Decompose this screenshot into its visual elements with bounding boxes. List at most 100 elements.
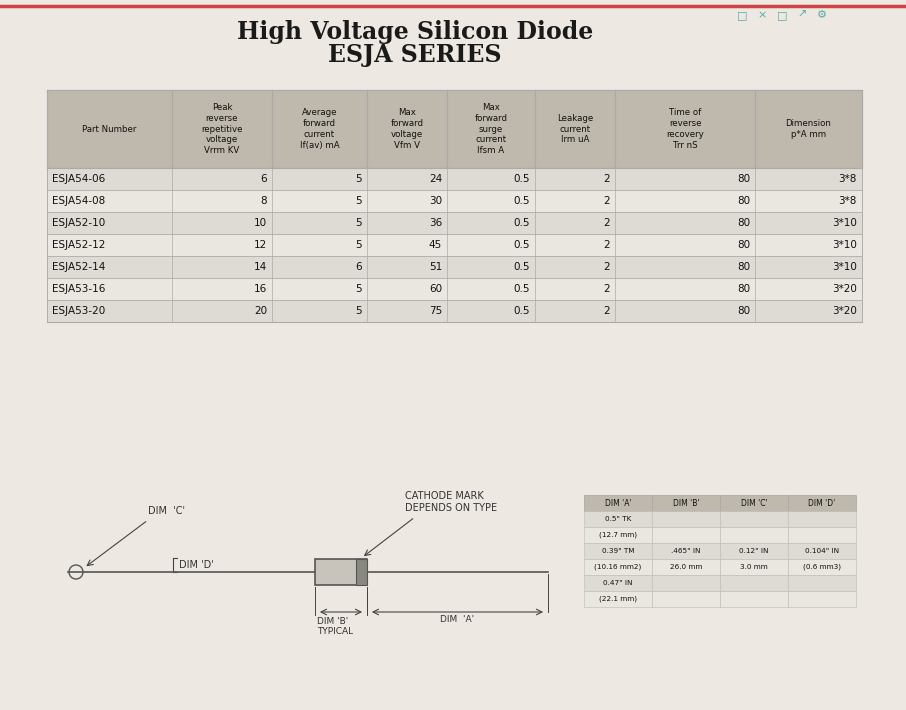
- Bar: [47, 256, 862, 278]
- Text: 60: 60: [429, 284, 442, 294]
- Text: 80: 80: [737, 284, 750, 294]
- Text: ESJA52-12: ESJA52-12: [52, 240, 105, 250]
- Text: ESJA53-16: ESJA53-16: [52, 284, 105, 294]
- Text: CATHODE MARK
DEPENDS ON TYPE: CATHODE MARK DEPENDS ON TYPE: [405, 491, 497, 513]
- Bar: [652, 527, 720, 543]
- Text: (12.7 mm): (12.7 mm): [599, 532, 637, 538]
- Text: (22.1 mm): (22.1 mm): [599, 596, 637, 602]
- Bar: [720, 591, 788, 607]
- Text: 26.0 mm: 26.0 mm: [670, 564, 702, 570]
- Bar: [720, 495, 788, 511]
- Text: 10: 10: [254, 218, 267, 228]
- Bar: [720, 543, 788, 559]
- Text: 12: 12: [254, 240, 267, 250]
- Bar: [584, 559, 652, 575]
- Bar: [788, 591, 856, 607]
- Text: 0.5: 0.5: [514, 306, 530, 316]
- Text: 5: 5: [355, 284, 362, 294]
- Text: 2: 2: [603, 284, 610, 294]
- Text: 3*10: 3*10: [832, 218, 857, 228]
- Text: 5: 5: [355, 218, 362, 228]
- Text: 0.12" IN: 0.12" IN: [739, 548, 769, 554]
- Bar: [47, 300, 862, 322]
- Text: 14: 14: [254, 262, 267, 272]
- Text: 0.5: 0.5: [514, 240, 530, 250]
- Text: ESJA54-06: ESJA54-06: [52, 174, 105, 184]
- Text: 24: 24: [429, 174, 442, 184]
- Text: 0.5: 0.5: [514, 284, 530, 294]
- Text: 5: 5: [355, 240, 362, 250]
- Text: 2: 2: [603, 262, 610, 272]
- Text: 5: 5: [355, 306, 362, 316]
- Text: Part Number: Part Number: [82, 124, 137, 133]
- Text: 0.47" IN: 0.47" IN: [603, 580, 632, 586]
- Bar: [788, 559, 856, 575]
- Bar: [47, 168, 862, 190]
- Bar: [584, 527, 652, 543]
- Text: 2: 2: [603, 240, 610, 250]
- Text: 0.5: 0.5: [514, 196, 530, 206]
- Text: 3*10: 3*10: [832, 262, 857, 272]
- Text: (0.6 mm3): (0.6 mm3): [803, 564, 841, 570]
- Bar: [720, 511, 788, 527]
- Text: 0.5: 0.5: [514, 218, 530, 228]
- Text: DIM  'A': DIM 'A': [440, 615, 475, 624]
- Bar: [584, 575, 652, 591]
- Text: 2: 2: [603, 218, 610, 228]
- Text: Average
forward
current
If(av) mA: Average forward current If(av) mA: [300, 109, 340, 150]
- Text: 36: 36: [429, 218, 442, 228]
- Bar: [652, 575, 720, 591]
- Bar: [652, 543, 720, 559]
- Text: DIM 'C': DIM 'C': [741, 498, 767, 508]
- Text: 45: 45: [429, 240, 442, 250]
- Text: 80: 80: [737, 262, 750, 272]
- Text: High Voltage Silicon Diode: High Voltage Silicon Diode: [236, 20, 593, 44]
- Text: Max
forward
surge
current
Ifsm A: Max forward surge current Ifsm A: [475, 103, 507, 155]
- Bar: [788, 495, 856, 511]
- Text: Max
forward
voltage
Vfm V: Max forward voltage Vfm V: [390, 109, 423, 150]
- Text: 8: 8: [260, 196, 267, 206]
- Text: 0.5" TK: 0.5" TK: [605, 516, 631, 522]
- Text: 80: 80: [737, 196, 750, 206]
- Text: 80: 80: [737, 218, 750, 228]
- Bar: [47, 212, 862, 234]
- Bar: [720, 527, 788, 543]
- Text: 0.5: 0.5: [514, 174, 530, 184]
- Text: 75: 75: [429, 306, 442, 316]
- Bar: [788, 543, 856, 559]
- Bar: [47, 190, 862, 212]
- Text: 2: 2: [603, 196, 610, 206]
- Text: 30: 30: [429, 196, 442, 206]
- Text: DIM 'D': DIM 'D': [179, 560, 214, 570]
- Text: ESJA52-14: ESJA52-14: [52, 262, 105, 272]
- Bar: [356, 559, 367, 585]
- Text: Dimension
p*A mm: Dimension p*A mm: [786, 119, 832, 139]
- Text: 20: 20: [254, 306, 267, 316]
- Text: 0.5: 0.5: [514, 262, 530, 272]
- Bar: [788, 511, 856, 527]
- Text: DIM 'A': DIM 'A': [604, 498, 631, 508]
- Bar: [652, 591, 720, 607]
- Text: DIM 'B': DIM 'B': [673, 498, 699, 508]
- Text: 6: 6: [260, 174, 267, 184]
- Text: 0.39" TM: 0.39" TM: [602, 548, 634, 554]
- Bar: [720, 559, 788, 575]
- Text: Peak
reverse
repetitive
voltage
Vrrm KV: Peak reverse repetitive voltage Vrrm KV: [201, 103, 243, 155]
- Text: DIM 'B'
TYPICAL: DIM 'B' TYPICAL: [317, 617, 353, 636]
- Bar: [720, 575, 788, 591]
- Bar: [652, 559, 720, 575]
- Text: .465" IN: .465" IN: [671, 548, 700, 554]
- Bar: [315, 559, 367, 585]
- Bar: [584, 591, 652, 607]
- Text: 3*8: 3*8: [839, 196, 857, 206]
- Text: ESJA53-20: ESJA53-20: [52, 306, 105, 316]
- Text: 51: 51: [429, 262, 442, 272]
- Text: (10.16 mm2): (10.16 mm2): [594, 564, 641, 570]
- Text: 3*20: 3*20: [832, 284, 857, 294]
- Text: DIM  'C': DIM 'C': [148, 506, 185, 516]
- Text: 3*20: 3*20: [832, 306, 857, 316]
- Text: 3.0 mm: 3.0 mm: [740, 564, 768, 570]
- Text: ⚙: ⚙: [817, 10, 827, 20]
- Text: 6: 6: [355, 262, 362, 272]
- Text: 80: 80: [737, 240, 750, 250]
